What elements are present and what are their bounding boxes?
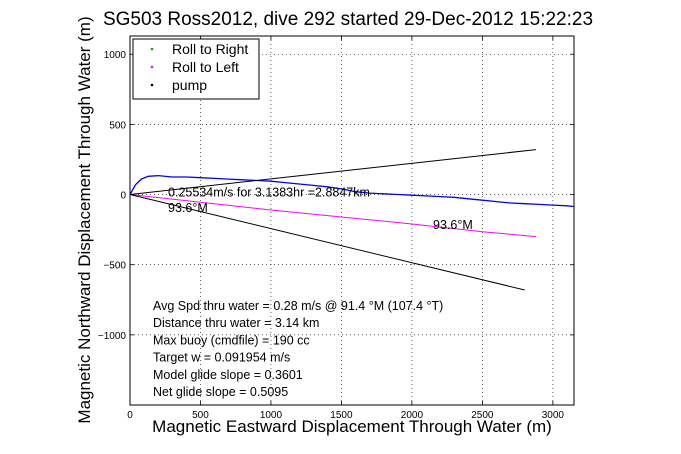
annotation-label: 93.6°M	[433, 218, 473, 232]
stats-block: Avg Spd thru water = 0.28 m/s @ 91.4 °M …	[153, 299, 443, 399]
x-tick-label: 2500	[471, 410, 494, 421]
legend-label: Roll to Left	[172, 59, 239, 75]
series-line-1	[129, 194, 536, 238]
y-tick-label: −1000	[98, 331, 127, 342]
axis-ticks: 0 500 1000 1500 2000 2500 3000 −1000 −500 0 500 100…	[98, 36, 574, 421]
series-line-0	[129, 174, 575, 208]
y-axis-label: Magnetic Northward Displacement Through …	[75, 16, 94, 423]
legend-box	[132, 38, 260, 100]
x-tick-label: 500	[192, 410, 209, 421]
grid-lines	[130, 36, 574, 405]
annotations: 0.25534m/s for 3.1383hr =2.8847km93.6°M9…	[168, 186, 473, 232]
y-tick-label: 0	[120, 191, 126, 202]
legend: Roll to Right Roll to Left pump	[132, 38, 260, 100]
annotation-label: 0.25534m/s for 3.1383hr =2.8847km	[168, 186, 370, 200]
stats-line: Distance thru water = 3.14 km	[153, 316, 319, 330]
stats-line: Max buoy (cmdfile) = 190 cc	[153, 333, 310, 347]
x-tick-label: 1500	[330, 410, 353, 421]
stats-line: Net glide slope = 0.5095	[153, 385, 288, 399]
y-tick-label: −500	[103, 261, 126, 272]
legend-marker	[150, 47, 154, 51]
series-layer	[129, 149, 575, 291]
x-tick-label: 2000	[401, 410, 424, 421]
legend-items: Roll to Right Roll to Left pump	[150, 41, 248, 93]
legend-label: Roll to Right	[172, 41, 248, 57]
legend-marker	[150, 65, 154, 69]
y-tick-label: 1000	[104, 50, 127, 61]
annotation-label: 93.6°M	[168, 201, 208, 215]
x-tick-label: 0	[127, 410, 133, 421]
legend-marker	[150, 83, 154, 87]
stats-line: Model glide slope = 0.3601	[153, 368, 303, 382]
stats-line: Target w = 0.091954 m/s	[153, 351, 290, 365]
chart-title: SG503 Ross2012, dive 292 started 29-Dec-…	[103, 9, 593, 30]
series-line-3	[129, 194, 525, 291]
series-line-2	[129, 149, 536, 195]
y-tick-label: 500	[109, 120, 126, 131]
x-tick-label: 1000	[260, 410, 283, 421]
x-axis-label: Magnetic Eastward Displacement Through W…	[152, 417, 552, 436]
legend-label: pump	[172, 77, 207, 93]
stats-line: Avg Spd thru water = 0.28 m/s @ 91.4 °M …	[153, 299, 443, 313]
x-tick-label: 3000	[542, 410, 565, 421]
